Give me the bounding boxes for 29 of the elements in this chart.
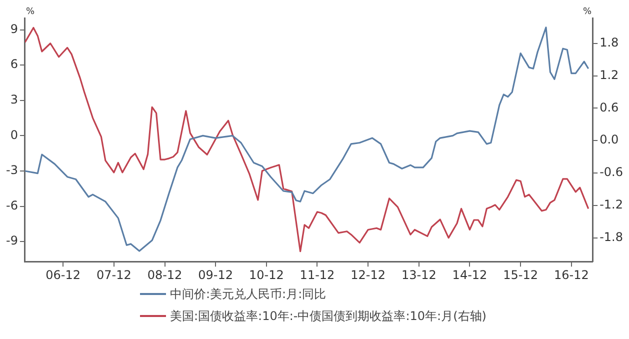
x-tick-label: 14-12 xyxy=(452,268,488,282)
y2-tick-label: 0.6 xyxy=(600,100,619,114)
y2-tick-label: -1.8 xyxy=(600,230,624,244)
y2-tick-label: 1.8 xyxy=(600,36,619,50)
y-axis-title: % xyxy=(26,6,35,17)
y2-tick-label: 1.2 xyxy=(600,68,619,82)
x-tick-label: 12-12 xyxy=(350,268,386,282)
y-tick-label: -3 xyxy=(6,163,18,178)
legend-label: 中间价:美元兑人民币:月:同比 xyxy=(170,286,326,302)
x-tick-label: 13-12 xyxy=(401,268,436,282)
y2-tick-label: -0.6 xyxy=(600,165,624,180)
x-tick-label: 10-12 xyxy=(248,268,284,282)
y2-tick-label: 0.0 xyxy=(600,132,619,147)
y2-axis-title: % xyxy=(583,6,592,17)
x-tick-label: 15-12 xyxy=(503,268,538,282)
y-tick-label: 0 xyxy=(10,128,18,142)
y-tick-label: 9 xyxy=(10,22,18,36)
x-tick-label: 08-12 xyxy=(147,268,182,282)
x-tick-label: 07-12 xyxy=(96,268,132,282)
x-tick-label: 09-12 xyxy=(198,268,234,282)
x-tick-label: 06-12 xyxy=(46,268,81,282)
y-tick-label: 6 xyxy=(10,57,18,72)
y-tick-label: -9 xyxy=(6,234,18,248)
y-tick-label: -6 xyxy=(6,198,18,212)
x-tick-label: 11-12 xyxy=(300,268,335,282)
legend-label: 美国:国债收益率:10年:-中债国债到期收益率:10年:月(右轴) xyxy=(170,308,486,324)
y2-tick-label: -1.2 xyxy=(600,198,624,212)
y-tick-label: 3 xyxy=(10,92,18,106)
x-tick-label: 16-12 xyxy=(554,268,589,282)
